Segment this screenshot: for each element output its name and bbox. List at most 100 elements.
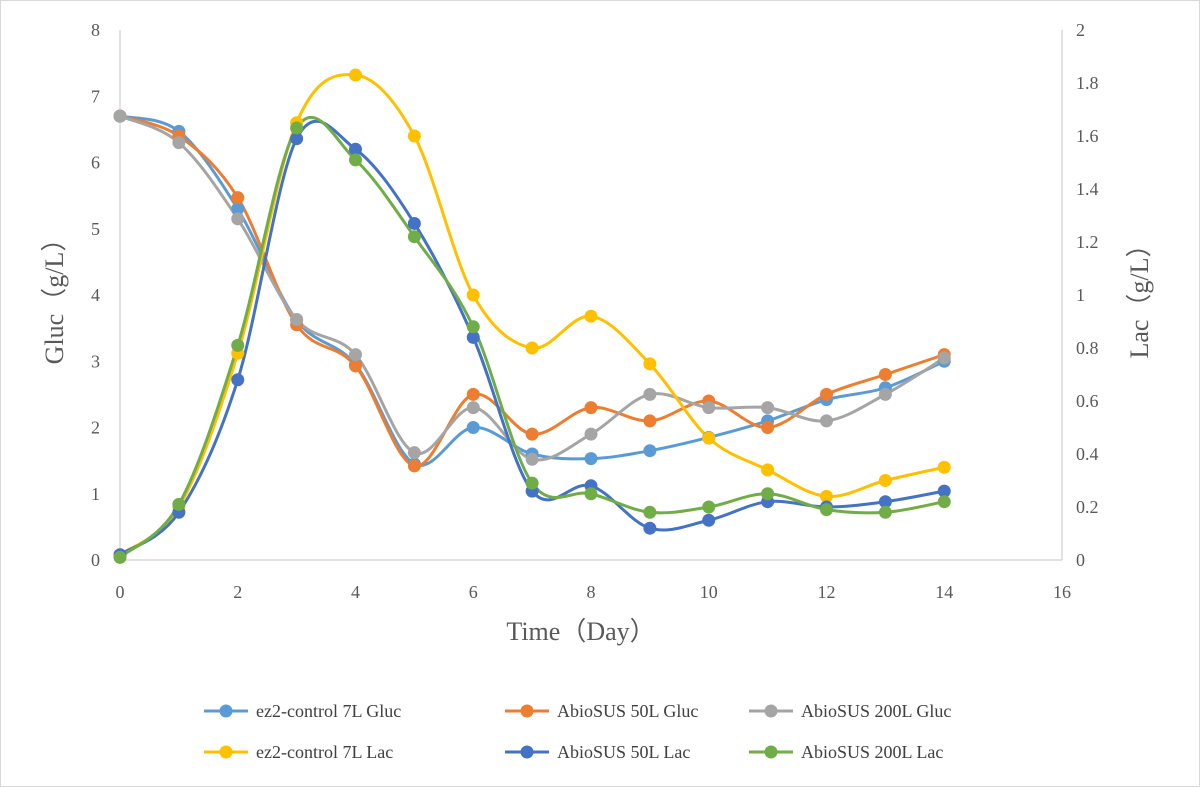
- right-y-tick-label: 1: [1076, 285, 1085, 305]
- left-y-tick-label: 0: [91, 550, 100, 570]
- left-y-tick-label: 1: [91, 484, 100, 504]
- x-tick-label: 12: [818, 582, 836, 602]
- data-point-abiosus-50l-lac: [231, 373, 245, 387]
- data-point-abiosus-200l-gluc: [466, 401, 480, 415]
- data-point-abiosus-200l-gluc: [937, 351, 951, 365]
- left-y-tick-label: 5: [91, 219, 100, 239]
- left-y-tick-labels: 0 1 2 3 4 5 6 7 8: [91, 20, 100, 570]
- data-point-ez2-control-7l-gluc: [231, 202, 245, 216]
- data-point-abiosus-50l-lac: [407, 216, 421, 230]
- data-point-abiosus-50l-lac: [466, 330, 480, 344]
- legend-swatch-marker: [520, 704, 534, 718]
- data-point-ez2-control-7l-lac: [584, 309, 598, 323]
- data-point-ez2-control-7l-gluc: [643, 444, 657, 458]
- right-y-tick-label: 0.8: [1076, 338, 1099, 358]
- legend-item-abiosus-200l-gluc: AbioSUS 200L Gluc: [749, 701, 951, 721]
- data-point-abiosus-50l-gluc: [231, 191, 245, 205]
- legend-swatch-marker: [219, 704, 233, 718]
- legend-label: AbioSUS 50L Lac: [557, 742, 690, 762]
- data-point-abiosus-200l-gluc: [231, 212, 245, 226]
- legend-item-abiosus-200l-lac: AbioSUS 200L Lac: [749, 742, 943, 762]
- data-point-ez2-control-7l-lac: [349, 68, 362, 82]
- data-point-abiosus-200l-lac: [820, 503, 833, 517]
- data-point-abiosus-200l-gluc: [525, 452, 539, 466]
- left-y-tick-label: 4: [91, 285, 100, 305]
- left-y-tick-label: 3: [91, 351, 100, 371]
- legend-item-ez2-control-7l-lac: ez2-control 7L Lac: [204, 742, 393, 762]
- data-point-ez2-control-7l-lac: [466, 288, 480, 302]
- data-point-abiosus-200l-lac: [231, 338, 245, 352]
- data-point-abiosus-50l-gluc: [820, 387, 833, 401]
- data-point-abiosus-200l-gluc: [584, 427, 598, 441]
- right-y-axis-title: Lac（g/L）: [1125, 231, 1154, 358]
- legend-label: AbioSUS 200L Gluc: [801, 701, 951, 721]
- x-tick-label: 0: [116, 582, 125, 602]
- data-point-ez2-control-7l-lac: [407, 129, 421, 143]
- x-tick-label: 16: [1053, 582, 1071, 602]
- legend-swatch-marker: [219, 745, 233, 759]
- data-point-abiosus-50l-lac: [878, 495, 892, 509]
- x-axis-title: Time（Day）: [506, 617, 655, 646]
- data-point-abiosus-200l-lac: [172, 497, 186, 511]
- data-point-abiosus-200l-gluc: [761, 401, 775, 415]
- data-point-abiosus-200l-gluc: [878, 387, 892, 401]
- data-point-abiosus-200l-gluc: [349, 348, 362, 362]
- data-point-abiosus-200l-lac: [466, 320, 480, 334]
- data-point-ez2-control-7l-lac: [643, 357, 657, 371]
- data-point-abiosus-200l-lac: [290, 121, 304, 135]
- legend-swatch-marker: [764, 704, 778, 718]
- right-y-tick-label: 0: [1076, 550, 1085, 570]
- data-point-abiosus-200l-lac: [113, 550, 127, 564]
- series-line-abiosus-200l-gluc: [118, 114, 946, 462]
- data-point-abiosus-200l-lac: [584, 487, 598, 501]
- x-tick-label: 14: [935, 582, 953, 602]
- data-point-abiosus-50l-gluc: [878, 368, 892, 381]
- left-y-tick-label: 2: [91, 418, 100, 438]
- data-point-abiosus-50l-gluc: [349, 359, 362, 373]
- legend-item-ez2-control-7l-gluc: ez2-control 7L Gluc: [204, 701, 401, 721]
- right-y-tick-label: 1.2: [1076, 232, 1099, 252]
- data-point-abiosus-50l-lac: [349, 142, 362, 156]
- data-point-abiosus-200l-gluc: [702, 401, 716, 415]
- left-y-axis-title: Gluc（g/L）: [40, 226, 69, 365]
- data-point-abiosus-50l-gluc: [466, 387, 480, 401]
- x-tick-label: 10: [700, 582, 718, 602]
- x-tick-labels: 0 2 4 6 8 10 12 14 16: [116, 582, 1072, 602]
- data-point-ez2-control-7l-lac: [702, 431, 716, 445]
- legend-item-abiosus-50l-gluc: AbioSUS 50L Gluc: [505, 701, 698, 721]
- legend-swatch-marker: [520, 745, 534, 759]
- legend-label: ez2-control 7L Lac: [256, 742, 393, 762]
- x-tick-label: 4: [351, 582, 360, 602]
- data-point-ez2-control-7l-gluc: [466, 421, 480, 434]
- right-y-tick-label: 0.6: [1076, 391, 1099, 411]
- data-point-abiosus-50l-gluc: [525, 427, 539, 441]
- data-point-abiosus-200l-gluc: [643, 387, 657, 401]
- legend-label: AbioSUS 50L Gluc: [557, 701, 698, 721]
- data-point-abiosus-50l-gluc: [643, 414, 657, 428]
- series-line-ez2-control-7l-gluc: [118, 114, 946, 467]
- data-point-abiosus-50l-lac: [702, 513, 716, 527]
- data-point-abiosus-200l-gluc: [172, 136, 186, 150]
- right-y-tick-label: 0.2: [1076, 497, 1099, 517]
- right-y-tick-label: 2: [1076, 20, 1085, 40]
- data-point-abiosus-50l-gluc: [761, 421, 775, 434]
- data-point-abiosus-50l-lac: [643, 521, 657, 535]
- data-point-abiosus-200l-lac: [407, 230, 421, 244]
- data-point-ez2-control-7l-lac: [820, 489, 833, 503]
- legend-label: ez2-control 7L Gluc: [256, 701, 401, 721]
- x-tick-label: 8: [587, 582, 596, 602]
- series-line-abiosus-50l-gluc: [118, 114, 946, 468]
- right-y-tick-labels: 0 0.2 0.4 0.6 0.8 1 1.2 1.4 1.6 1.8 2: [1076, 20, 1099, 570]
- data-point-abiosus-50l-lac: [290, 132, 304, 146]
- data-point-abiosus-200l-lac: [761, 487, 775, 501]
- data-point-ez2-control-7l-lac: [937, 460, 951, 474]
- legend: ez2-control 7L Gluc AbioSUS 50L Gluc AbioS…: [204, 701, 951, 762]
- data-point-abiosus-50l-gluc: [407, 459, 421, 473]
- data-point-ez2-control-7l-gluc: [584, 452, 598, 466]
- data-point-abiosus-200l-lac: [643, 505, 657, 519]
- x-tick-label: 6: [469, 582, 478, 602]
- data-point-abiosus-200l-lac: [878, 505, 892, 519]
- legend-label: AbioSUS 200L Lac: [801, 742, 943, 762]
- x-tick-label: 2: [233, 582, 242, 602]
